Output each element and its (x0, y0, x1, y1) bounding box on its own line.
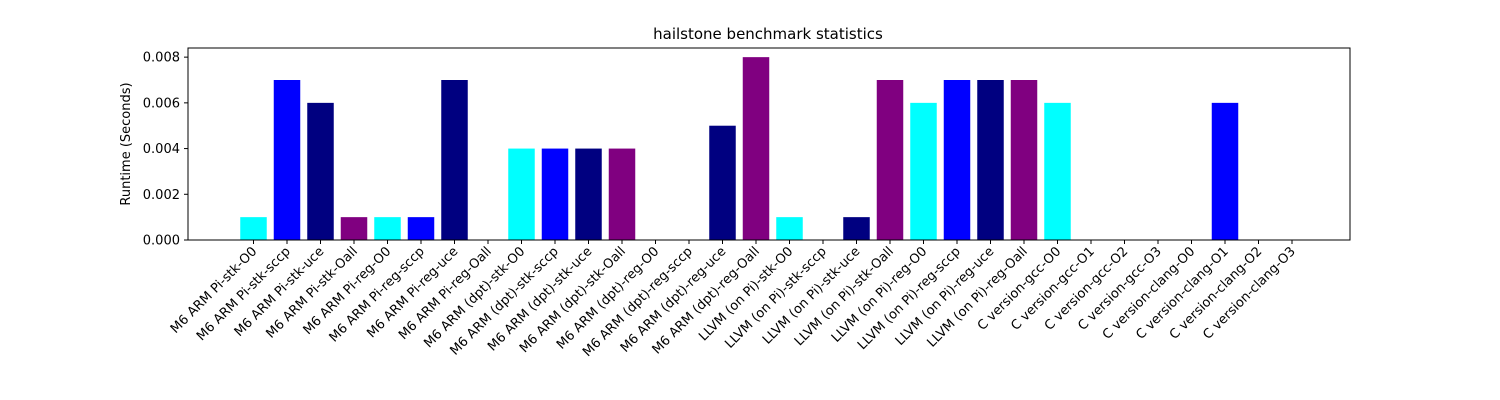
y-axis: 0.000 0.002 0.004 0.006 0.008 (143, 51, 188, 249)
y-tick-label: 0.008 (143, 51, 180, 66)
bar-2 (273, 80, 301, 240)
bar-22 (943, 80, 971, 240)
bar-21 (910, 102, 937, 240)
bar-7 (441, 80, 468, 240)
bar-10 (541, 148, 569, 240)
bar-17 (776, 217, 803, 240)
bar-23 (977, 80, 1004, 240)
y-tick-label: 0.004 (143, 142, 180, 157)
bar-5 (374, 217, 401, 240)
bars-group (240, 57, 1239, 240)
bar-19 (843, 217, 870, 240)
y-tick-label: 0.002 (143, 188, 180, 203)
bar-9 (508, 148, 535, 240)
bar-20 (876, 80, 904, 240)
chart-title: hailstone benchmark statistics (653, 25, 883, 43)
bar-3 (307, 102, 334, 240)
bar-30 (1211, 102, 1239, 240)
bar-11 (575, 148, 602, 240)
bar-6 (407, 217, 435, 240)
plot-frame (187, 47, 1351, 241)
y-tick-label: 0.006 (143, 96, 180, 111)
bar-1 (240, 217, 267, 240)
bar-24 (1010, 80, 1038, 240)
bar-15 (709, 125, 736, 240)
y-axis-label: Runtime (Seconds) (119, 82, 134, 205)
bar-12 (608, 148, 636, 240)
y-tick-label: 0.000 (143, 234, 180, 249)
bar-4 (340, 217, 368, 240)
bar-16 (742, 57, 770, 240)
bar-25 (1044, 102, 1071, 240)
